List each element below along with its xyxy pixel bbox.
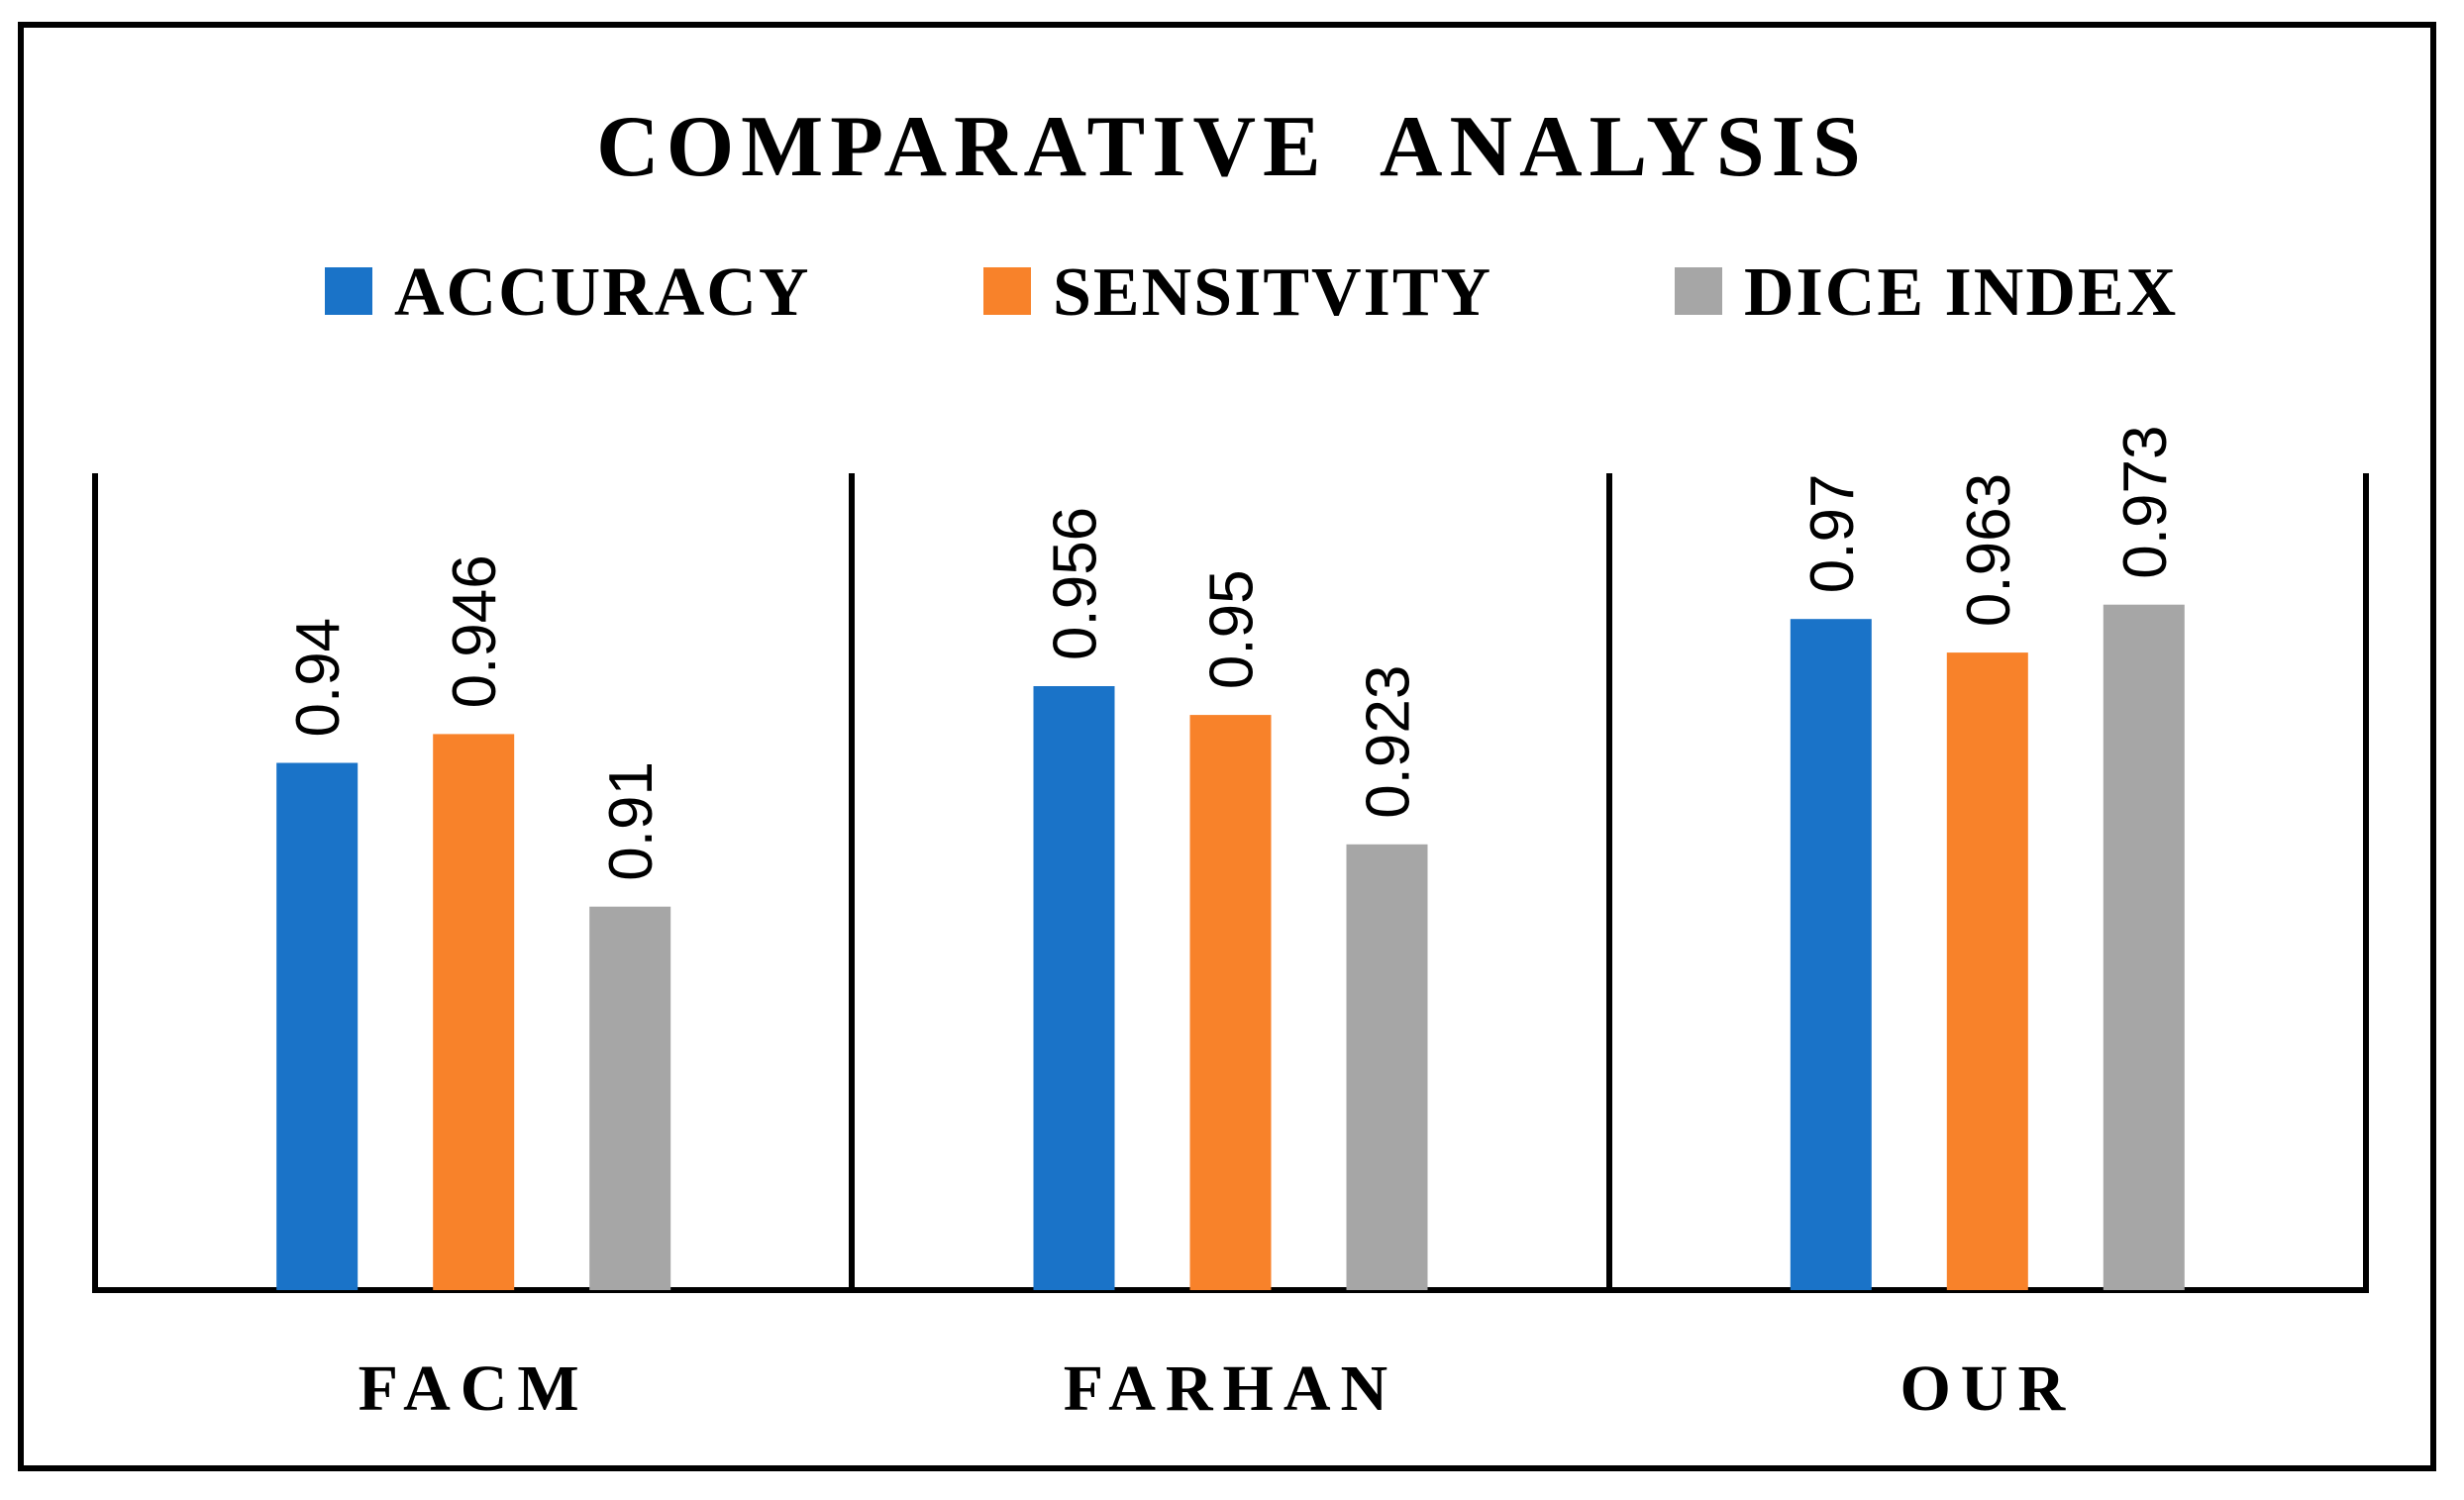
value-labels-layer: 0.94 0.946 0.91 0.956 0.95 0.923 0.97 0.963 0.97… — [284, 426, 2180, 881]
category-label-our: OUR — [1899, 1352, 2075, 1425]
legend-swatch-accuracy — [325, 267, 372, 315]
bar-facm-sensitvity — [433, 734, 515, 1290]
bar-farhan-sensitvity — [1189, 715, 1272, 1290]
bar-our-dice-index — [2103, 604, 2185, 1290]
value-label-facm-dice-index: 0.91 — [597, 761, 666, 881]
value-label-our-accuracy: 0.97 — [1798, 474, 1867, 594]
legend-label-dice-index: DICE INDEX — [1744, 254, 2178, 331]
legend-label-sensitvity: SENSITVITY — [1053, 254, 1492, 331]
bars-layer — [276, 604, 2185, 1290]
bar-facm-dice-index — [589, 906, 671, 1290]
value-label-farhan-sensitvity: 0.95 — [1198, 569, 1267, 689]
category-label-farhan: FARHAN — [1064, 1352, 1397, 1425]
value-label-our-sensitvity: 0.963 — [1955, 473, 2023, 627]
value-label-farhan-accuracy: 0.956 — [1042, 507, 1110, 660]
category-label-facm: FACM — [359, 1352, 589, 1425]
plot-area: 0.94 0.946 0.91 0.956 0.95 0.923 0.97 0.963 0.97… — [92, 426, 2369, 1425]
legend-swatch-dice-index — [1675, 267, 1722, 315]
legend-label-accuracy: ACCURACY — [394, 254, 810, 331]
legend-swatch-sensitvity — [983, 267, 1031, 315]
bar-facm-accuracy — [276, 762, 359, 1290]
value-label-facm-accuracy: 0.94 — [284, 618, 353, 738]
chart-legend: ACCURACY SENSITVITY DICE INDEX — [325, 254, 2178, 331]
bar-farhan-dice-index — [1346, 844, 1428, 1290]
bar-our-accuracy — [1790, 619, 1872, 1290]
value-label-facm-sensitvity: 0.946 — [441, 554, 509, 708]
value-label-our-dice-index: 0.973 — [2111, 426, 2180, 579]
value-label-farhan-dice-index: 0.923 — [1355, 665, 1423, 819]
bar-our-sensitvity — [1946, 652, 2028, 1290]
chart-title: COMPARATIVE ANALYSIS — [596, 99, 1868, 195]
category-labels-layer: FACM FARHAN OUR — [359, 1352, 2075, 1425]
bar-farhan-accuracy — [1033, 686, 1115, 1290]
